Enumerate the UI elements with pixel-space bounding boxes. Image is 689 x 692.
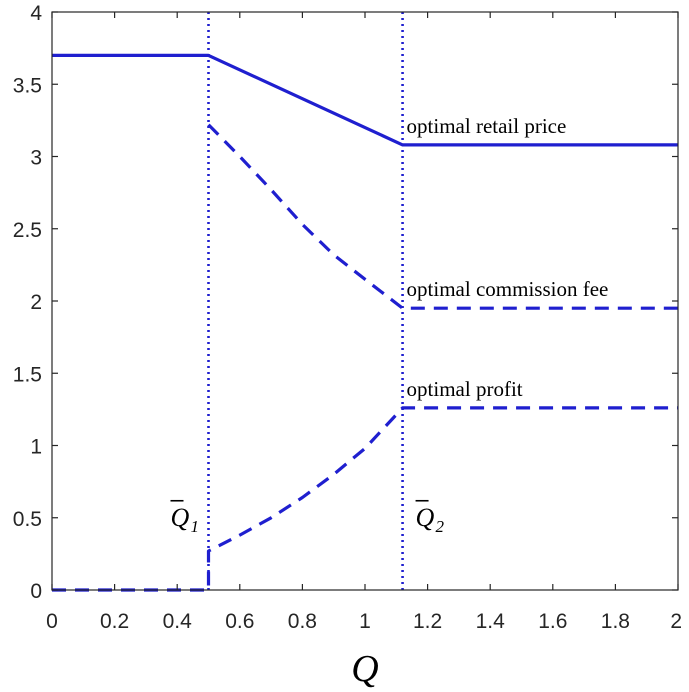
q-label-2: Q: [416, 503, 435, 532]
x-tick-label: 0.4: [163, 610, 193, 633]
vertical-reference-lines: [207, 12, 404, 590]
x-tick-label: 1.2: [413, 610, 442, 633]
annotation-2: optimal profit: [407, 377, 523, 401]
y-tick-label: 1.5: [13, 363, 42, 386]
y-tick-label: 2.5: [13, 219, 42, 242]
plot-lines: [52, 53, 678, 592]
y-tick-label: 4: [30, 2, 42, 25]
y-tick-label: 0.5: [13, 508, 42, 531]
q-subscript-2: 2: [436, 517, 445, 536]
q-label-1: Q: [171, 503, 190, 532]
x-tick-label: 0.6: [225, 610, 254, 633]
series-line-0: [52, 53, 678, 147]
x-tick-label: 1.6: [538, 610, 567, 633]
x-axis-title: Q: [351, 648, 378, 690]
y-tick-label: 3.5: [13, 74, 42, 97]
x-tick-label: 2: [670, 610, 682, 633]
x-tick-label: 0.8: [288, 610, 317, 633]
axis-ticks: 0 0.2 0.4 0.6 0.8 1 1.2 1.4 1.6 1.8 2 0 0.5 1 1.5 2 2.5 3…: [13, 2, 682, 633]
y-tick-label: 0: [30, 580, 42, 603]
series-line-2: [52, 406, 678, 592]
q-subscript-1: 1: [191, 517, 200, 536]
y-tick-label: 3: [30, 147, 42, 170]
y-tick-label: 1: [30, 436, 42, 459]
y-tick-label: 2: [30, 291, 42, 314]
x-tick-label: 1: [359, 610, 371, 633]
series-annotations: optimal retail price optimal commission f…: [407, 114, 609, 401]
series-line-1: [207, 123, 678, 310]
x-tick-label: 0.2: [100, 610, 129, 633]
x-tick-label: 0: [46, 610, 58, 633]
annotation-1: optimal commission fee: [407, 277, 609, 301]
x-tick-label: 1.8: [601, 610, 630, 633]
annotation-0: optimal retail price: [407, 114, 567, 138]
x-tick-label: 1.4: [476, 610, 506, 633]
